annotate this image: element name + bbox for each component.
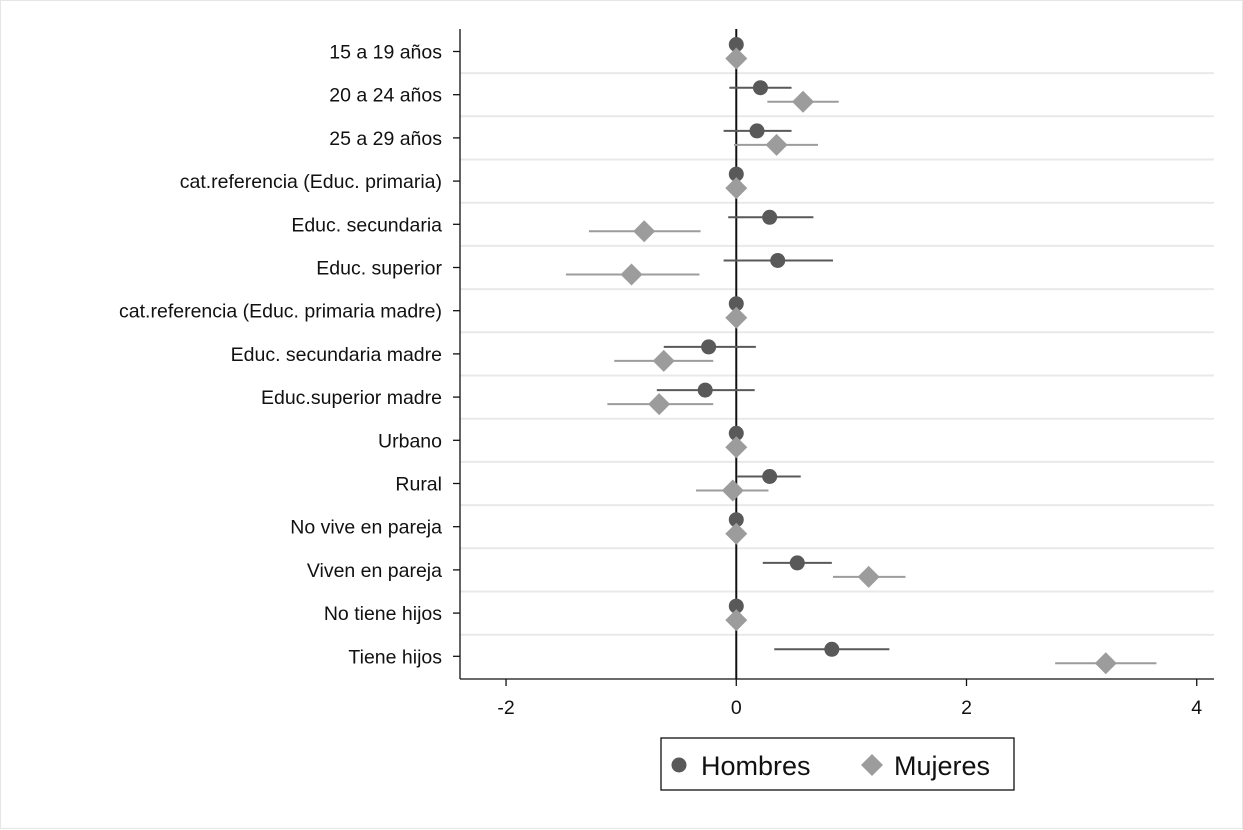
y-label-no-tiene-hijos: No tiene hijos: [324, 603, 442, 625]
hombres-point: [789, 555, 805, 571]
mujeres-point: [648, 393, 671, 416]
x-tick-label: -2: [497, 697, 514, 719]
hombres-point: [762, 209, 778, 225]
legend: Hombres Mujeres: [660, 737, 1015, 791]
legend-marker-hombres: [671, 757, 687, 773]
mujeres-point: [725, 306, 748, 329]
mujeres-point: [765, 133, 788, 156]
hombres-point: [701, 339, 717, 355]
mujeres-point: [652, 349, 675, 372]
mujeres-point: [633, 220, 656, 243]
hombres-point: [752, 80, 768, 96]
mujeres-point: [1094, 652, 1117, 675]
y-label-cat-referencia-educ-primaria-madre: cat.referencia (Educ. primaria madre): [119, 301, 442, 323]
legend-label-mujeres: Mujeres: [894, 751, 990, 781]
hombres-point: [728, 166, 744, 182]
y-label-tiene-hijos: Tiene hijos: [348, 646, 442, 668]
hombres-point: [824, 641, 840, 657]
mujeres-point: [725, 47, 748, 70]
hombres-point: [697, 382, 713, 398]
mujeres-point: [725, 522, 748, 545]
hombres-point: [728, 37, 744, 52]
mujeres-point: [725, 177, 748, 200]
y-label-20-a-24-anos: 20 a 24 años: [329, 85, 442, 107]
x-axis-ticks: -2 0 2 4: [497, 679, 1202, 719]
gridlines: [460, 72, 1214, 636]
mujeres-point: [857, 565, 880, 588]
y-label-urbano: Urbano: [378, 430, 442, 452]
y-label-viven-en-pareja: Viven en pareja: [307, 560, 442, 582]
mujeres-point: [792, 90, 815, 113]
legend-marker-mujeres: [861, 754, 883, 776]
hombres-point: [770, 253, 786, 268]
y-label-25-a-29-anos: 25 a 29 años: [329, 128, 442, 150]
mujeres-point: [725, 609, 748, 632]
hombres-point: [762, 469, 778, 484]
y-label-educ-superior: Educ. superior: [316, 258, 442, 280]
y-label-educ-secundaria-madre: Educ. secundaria madre: [231, 344, 442, 366]
x-tick-label: 4: [1191, 697, 1202, 719]
data-marks: [565, 37, 1157, 675]
mujeres-point: [725, 436, 748, 459]
hombres-point: [728, 598, 744, 614]
y-label-15-a-19-anos: 15 a 19 años: [329, 42, 442, 64]
y-label-rural: Rural: [395, 474, 442, 496]
x-tick-label: 2: [961, 697, 972, 719]
y-label-educ-superior-madre: Educ.superior madre: [261, 387, 442, 409]
mujeres-point: [721, 479, 744, 502]
hombres-point: [728, 296, 744, 312]
hombres-point: [728, 425, 744, 441]
legend-box: [660, 737, 1015, 791]
legend-label-hombres: Hombres: [701, 751, 811, 781]
mujeres-point: [620, 263, 643, 286]
y-label-educ-secundaria: Educ. secundaria: [291, 214, 442, 236]
hombres-point: [749, 123, 765, 139]
y-label-no-vive-en-pareja: No vive en pareja: [290, 517, 442, 539]
y-axis-labels: 15 a 19 años 20 a 24 años 25 a 29 años cat.…: [119, 42, 460, 668]
y-label-cat-referencia-educ-primaria: cat.referencia (Educ. primaria): [180, 171, 442, 193]
x-tick-label: 0: [731, 697, 742, 719]
hombres-point: [728, 512, 744, 528]
